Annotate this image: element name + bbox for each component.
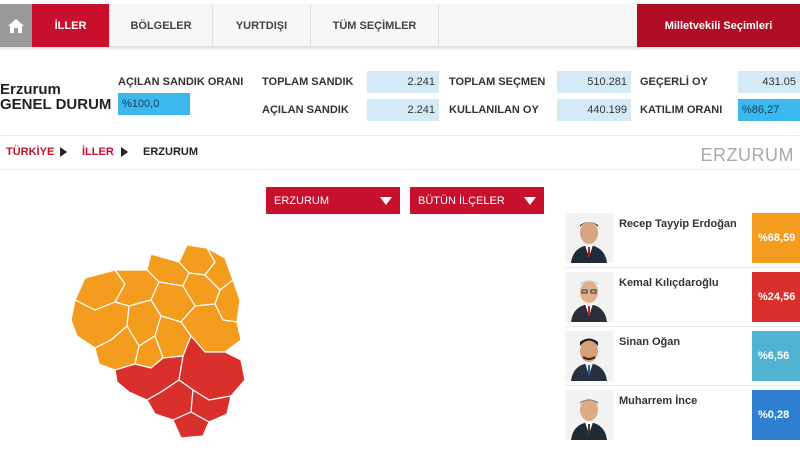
kilicdaroglu-photo-icon: [565, 272, 613, 322]
district-shape[interactable]: [172, 411, 210, 439]
page-city-title: ERZURUM: [700, 145, 794, 165]
opened-box-value: 2.241: [367, 99, 439, 121]
tab-all-elections[interactable]: TÜM SEÇİMLER: [311, 4, 439, 47]
breadcrumb-current: ERZURUM: [143, 146, 198, 158]
candidate-name: Muharrem İnce: [619, 395, 698, 407]
ogan-photo-icon: [565, 331, 613, 381]
candidate-percentage: %24,56: [752, 272, 800, 322]
candidate-name: Kemal Kılıçdaroğlu: [619, 277, 719, 289]
total-voters-value: 510.281: [557, 71, 631, 93]
district-select[interactable]: BÜTÜN İLÇELER: [410, 187, 544, 214]
breadcrumb-arrow-icon: [60, 147, 67, 157]
breadcrumb-arrow-icon: [121, 147, 128, 157]
valid-votes-value: 431.05: [738, 71, 800, 93]
divider: [565, 267, 800, 268]
tab-parliamentary-elections[interactable]: Milletvekili Seçimleri: [637, 4, 800, 47]
total-voters-label: TOPLAM SEÇMEN: [449, 76, 546, 88]
used-votes-label: KULLANILAN OY: [449, 104, 539, 116]
general-status-panel: Erzurum GENEL DURUM AÇILAN SANDIK ORANI …: [0, 62, 800, 128]
province-select-value: ERZURUM: [274, 194, 329, 207]
candidate-row[interactable]: Recep Tayyip Erdoğan %68,59: [565, 213, 800, 263]
erdogan-photo-icon: [565, 213, 613, 263]
turnout-label: KATILIM ORANI: [640, 104, 723, 116]
candidate-name: Sinan Oğan: [619, 336, 681, 348]
tab-abroad[interactable]: YURTDIŞI: [213, 4, 311, 47]
tab-regions[interactable]: BÖLGELER: [110, 4, 213, 47]
total-box-label: TOPLAM SANDIK: [262, 76, 354, 88]
divider: [565, 326, 800, 327]
general-status-label: GENEL DURUM: [0, 96, 112, 113]
opened-box-label: AÇILAN SANDIK: [262, 104, 349, 116]
caret-down-icon: [380, 197, 392, 205]
total-box-value: 2.241: [367, 71, 439, 93]
ince-photo-icon: [565, 390, 613, 440]
city-name: Erzurum: [0, 81, 61, 98]
candidate-percentage: %0,28: [752, 390, 800, 440]
breadcrumb-turkey[interactable]: TÜRKİYE: [6, 146, 55, 158]
used-votes-value: 440.199: [557, 99, 631, 121]
candidate-percentage: %68,59: [752, 213, 800, 263]
opened-ratio-value: %100,0: [118, 93, 190, 115]
top-nav: İLLER BÖLGELER YURTDIŞI TÜM SEÇİMLER Mil…: [0, 4, 800, 47]
province-select[interactable]: ERZURUM: [266, 187, 400, 214]
candidate-name: Recep Tayyip Erdoğan: [619, 218, 737, 230]
candidate-row[interactable]: Sinan Oğan %6,56: [565, 331, 800, 381]
candidate-percentage: %6,56: [752, 331, 800, 381]
opened-ratio-label: AÇILAN SANDIK ORANI: [118, 76, 244, 88]
turnout-value: %86,27: [738, 99, 800, 121]
district-map: [70, 244, 246, 439]
divider: [565, 385, 800, 386]
home-icon: [8, 18, 24, 33]
tab-provinces[interactable]: İLLER: [32, 4, 110, 47]
caret-down-icon: [524, 197, 536, 205]
valid-votes-label: GEÇERLİ OY: [640, 76, 708, 88]
district-select-value: BÜTÜN İLÇELER: [418, 194, 505, 207]
status-title: Erzurum GENEL DURUM: [0, 82, 111, 112]
candidate-row[interactable]: Muharrem İnce %0,28: [565, 390, 800, 440]
candidate-row[interactable]: Kemal Kılıçdaroğlu %24,56: [565, 272, 800, 322]
breadcrumb-provinces[interactable]: İLLER: [82, 146, 114, 158]
divider: [0, 169, 800, 170]
divider: [0, 135, 800, 136]
home-button[interactable]: [0, 4, 32, 47]
